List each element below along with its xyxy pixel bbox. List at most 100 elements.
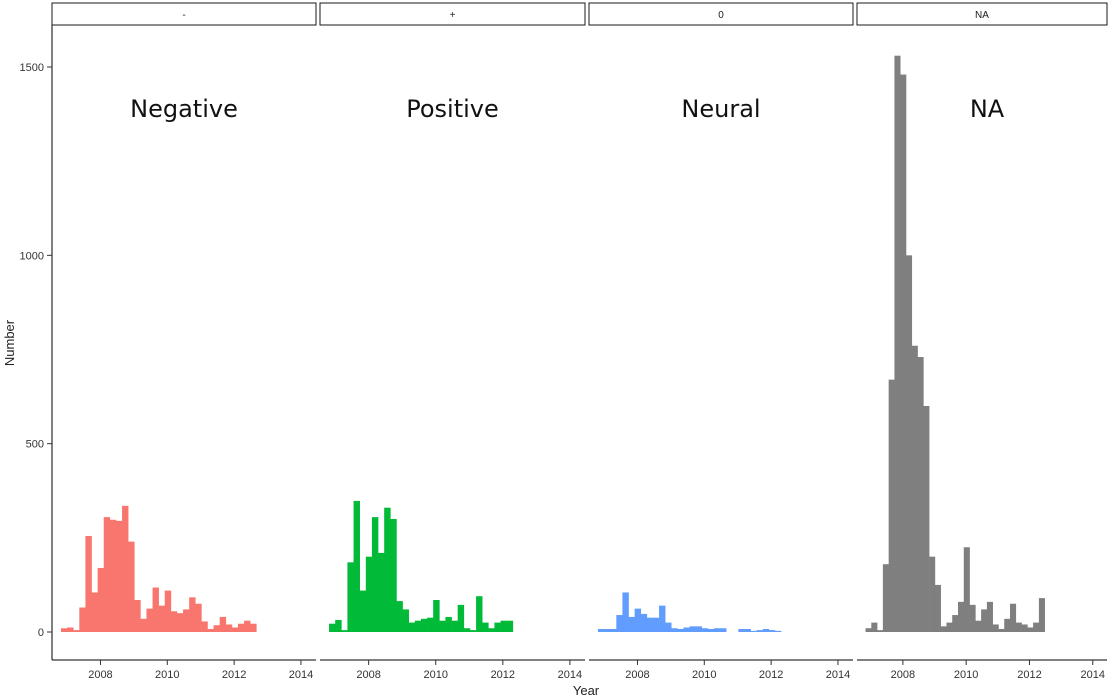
histogram-bar bbox=[768, 630, 776, 632]
histogram-bar bbox=[969, 604, 976, 632]
facet-annotation: Negative bbox=[130, 95, 238, 123]
histogram-bar bbox=[659, 605, 666, 632]
histogram-bar bbox=[610, 628, 617, 632]
histogram-bar bbox=[598, 628, 605, 632]
x-tick-label: 2008 bbox=[356, 669, 380, 681]
histogram-bar bbox=[905, 255, 913, 633]
histogram-bar bbox=[900, 74, 907, 633]
histogram-bar bbox=[164, 590, 172, 632]
histogram-bar bbox=[652, 617, 660, 632]
histogram-bar bbox=[414, 620, 422, 632]
histogram-bar bbox=[237, 623, 245, 632]
histogram-bar bbox=[929, 556, 936, 632]
x-tick-label: 2010 bbox=[423, 669, 447, 681]
histogram-bar bbox=[231, 627, 239, 632]
histogram-bar bbox=[140, 618, 147, 632]
histogram-bar bbox=[1027, 627, 1034, 632]
histogram-bar bbox=[713, 628, 721, 632]
histogram-bar bbox=[213, 625, 220, 632]
histogram-bar bbox=[170, 611, 178, 632]
histogram-bar bbox=[97, 567, 105, 632]
histogram-bar bbox=[73, 630, 80, 632]
histogram-bar bbox=[952, 615, 959, 632]
facet-annotation: Neural bbox=[681, 95, 760, 123]
histogram-bar bbox=[940, 626, 947, 632]
histogram-bar bbox=[469, 630, 477, 632]
histogram-bar bbox=[329, 623, 336, 632]
histogram-bar bbox=[1004, 618, 1011, 632]
histogram-bar bbox=[335, 619, 342, 632]
histogram-bar bbox=[109, 519, 117, 632]
x-tick-label: 2012 bbox=[491, 669, 515, 681]
histogram-bar bbox=[963, 547, 970, 632]
histogram-bar bbox=[923, 406, 930, 632]
histogram-bar bbox=[894, 55, 901, 632]
histogram-bar bbox=[998, 628, 1005, 632]
histogram-bar bbox=[219, 616, 227, 632]
histogram-bar bbox=[911, 345, 918, 632]
histogram-bar bbox=[695, 626, 703, 632]
histogram-bar bbox=[934, 584, 941, 632]
histogram-bar bbox=[158, 605, 166, 632]
histogram-bar bbox=[146, 608, 153, 632]
histogram-bar bbox=[427, 617, 434, 632]
facet-strip-label: - bbox=[182, 10, 185, 21]
histogram-bar bbox=[1015, 622, 1022, 632]
facet-strip bbox=[319, 2, 586, 26]
histogram-bar bbox=[756, 630, 764, 632]
histogram-bar bbox=[91, 592, 98, 632]
histogram-bar bbox=[225, 624, 233, 632]
histogram-bar bbox=[640, 613, 648, 632]
histogram-bar bbox=[762, 628, 770, 632]
x-tick-label: 2012 bbox=[1017, 669, 1041, 681]
histogram-bar bbox=[451, 620, 458, 632]
histogram-bar bbox=[882, 564, 889, 632]
x-tick-label: 2010 bbox=[954, 669, 978, 681]
histogram-bar bbox=[665, 622, 672, 632]
facet-annotation: Positive bbox=[406, 95, 499, 123]
histogram-bar bbox=[476, 596, 483, 632]
histogram-bar bbox=[353, 500, 360, 632]
facet-strip-label: 0 bbox=[718, 10, 724, 21]
histogram-bar bbox=[604, 628, 611, 632]
histogram-bar bbox=[975, 620, 982, 632]
histogram-bar bbox=[750, 630, 757, 632]
histogram-bar bbox=[61, 628, 68, 632]
x-tick-label: 2012 bbox=[222, 669, 246, 681]
y-tick-label: 500 bbox=[26, 439, 44, 451]
histogram-bar bbox=[683, 627, 690, 632]
histogram-bar bbox=[207, 628, 214, 632]
histogram-bar bbox=[871, 622, 878, 632]
histogram-bar bbox=[482, 622, 489, 632]
histogram-bar bbox=[646, 617, 654, 632]
histogram-bar bbox=[701, 628, 709, 632]
histogram-bar bbox=[671, 628, 678, 632]
histogram-bar bbox=[347, 562, 354, 632]
histogram-bar bbox=[115, 520, 123, 632]
histogram-bar bbox=[1021, 624, 1028, 632]
histogram-bar bbox=[494, 622, 501, 632]
x-tick-label: 2008 bbox=[891, 669, 915, 681]
histogram-bar bbox=[1038, 598, 1045, 632]
histogram-bar bbox=[981, 609, 988, 632]
facet-strip bbox=[588, 2, 854, 26]
histogram-bar bbox=[622, 592, 629, 632]
histogram-bar bbox=[1010, 603, 1017, 632]
histogram-bar bbox=[744, 628, 751, 632]
histogram-bar bbox=[506, 620, 514, 632]
histogram-bar bbox=[689, 626, 696, 632]
y-axis-title: Number bbox=[2, 319, 17, 366]
histogram-bar bbox=[67, 627, 74, 632]
facet-annotation: NA bbox=[970, 95, 1005, 123]
histogram-bar bbox=[359, 590, 367, 632]
histogram-bar bbox=[774, 630, 782, 632]
histogram-bar bbox=[390, 519, 397, 632]
y-tick-label: 1500 bbox=[20, 62, 44, 74]
histogram-bar bbox=[992, 624, 999, 632]
histogram-bar bbox=[134, 599, 141, 632]
x-tick-label: 2008 bbox=[88, 669, 112, 681]
histogram-bar bbox=[677, 628, 684, 632]
x-tick-label: 2012 bbox=[759, 669, 783, 681]
facet-strip-label: NA bbox=[975, 10, 989, 21]
